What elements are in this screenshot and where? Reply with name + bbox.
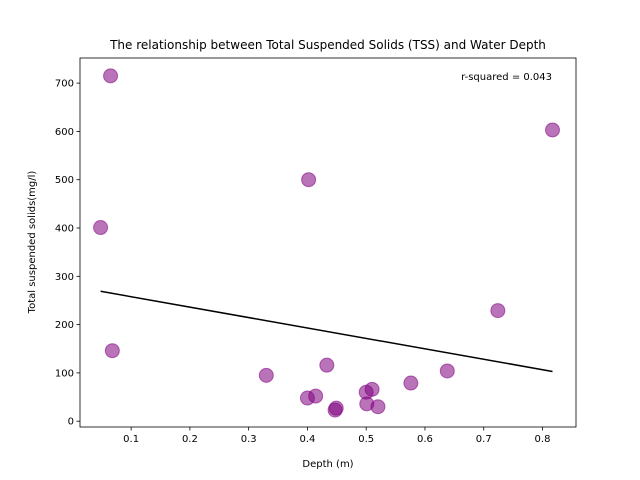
data-point	[319, 357, 335, 373]
y-tick-label: 100	[55, 368, 74, 379]
data-point	[104, 343, 120, 359]
y-axis-ticks: 0 100 200 300 400 500 600 700	[55, 79, 80, 428]
x-tick-label: 0.3	[241, 434, 257, 445]
plot-area	[79, 57, 577, 428]
data-point	[544, 122, 560, 138]
x-tick-label: 0.5	[358, 434, 374, 445]
data-point	[490, 303, 506, 319]
y-tick-label: 400	[55, 224, 74, 235]
y-tick-label: 700	[55, 79, 74, 90]
r-squared-annotation: r-squared = 0.043	[461, 72, 552, 83]
x-tick-label: 0.1	[123, 434, 139, 445]
y-tick-label: 0	[68, 417, 74, 428]
data-point	[403, 375, 419, 391]
trendline-group	[100, 290, 553, 373]
data-point	[308, 388, 324, 404]
x-axis-ticks: 0.1 0.2 0.3 0.4 0.5 0.6 0.7 0.8	[123, 427, 550, 445]
y-tick-label: 200	[55, 320, 74, 331]
x-axis-label: Depth (m)	[302, 459, 353, 470]
x-tick-label: 0.6	[417, 434, 433, 445]
x-tick-label: 0.7	[476, 434, 492, 445]
data-point	[103, 68, 119, 84]
data-point	[93, 220, 109, 236]
trendline	[100, 290, 553, 373]
data-point	[364, 381, 380, 397]
data-point	[439, 363, 455, 379]
chart-title: The relationship between Total Suspended…	[109, 38, 546, 52]
data-point	[328, 400, 344, 416]
y-tick-label: 300	[55, 272, 74, 283]
data-point	[258, 367, 274, 383]
y-tick-label: 600	[55, 127, 74, 138]
x-tick-label: 0.8	[535, 434, 551, 445]
y-tick-label: 500	[55, 175, 74, 186]
data-points	[93, 68, 560, 418]
data-point	[370, 399, 386, 415]
y-axis-label: Total suspended solids(mg/l)	[27, 171, 38, 315]
x-tick-label: 0.2	[182, 434, 198, 445]
x-tick-label: 0.4	[299, 434, 315, 445]
data-point	[301, 172, 317, 188]
